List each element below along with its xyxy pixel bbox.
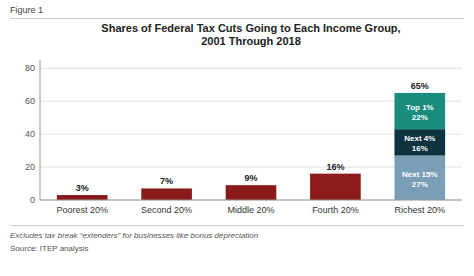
x-tick-label: Second 20% bbox=[141, 205, 192, 215]
segment-label: Next 4%16% bbox=[404, 134, 435, 153]
value-label: 7% bbox=[160, 176, 173, 186]
bar bbox=[226, 185, 277, 200]
x-tick-label: Fourth 20% bbox=[312, 205, 359, 215]
bar bbox=[310, 174, 361, 200]
x-tick-label: Richest 20% bbox=[395, 205, 446, 215]
grid-line bbox=[40, 68, 462, 69]
bar bbox=[141, 188, 192, 200]
title: Shares of Federal Tax Cuts Going to Each… bbox=[101, 22, 400, 47]
bar bbox=[57, 195, 108, 200]
figure-label: Figure 1 bbox=[10, 5, 43, 15]
segment-name: Next 4% bbox=[404, 134, 435, 143]
value-label: 16% bbox=[326, 162, 344, 172]
bars bbox=[57, 93, 445, 200]
bar bbox=[394, 156, 445, 200]
bar bbox=[394, 93, 445, 129]
footnote: Source: ITEP analysis bbox=[10, 244, 89, 253]
value-label: 9% bbox=[244, 173, 257, 183]
title-line: Shares of Federal Tax Cuts Going to Each… bbox=[101, 22, 400, 34]
y-tick-label: 80 bbox=[25, 63, 35, 73]
total-label: 65% bbox=[411, 81, 429, 91]
bar bbox=[394, 129, 445, 155]
y-axis-line bbox=[40, 60, 41, 200]
segment-name: Next 15% bbox=[402, 170, 438, 179]
segment-name: Top 1% bbox=[406, 103, 434, 112]
separator bbox=[10, 225, 464, 226]
x-tick-label: Poorest 20% bbox=[56, 205, 108, 215]
segment-value: 27% bbox=[412, 180, 428, 189]
chart: Figure 1 Shares of Federal Tax Cuts Going… bbox=[0, 0, 474, 276]
segment-label: Next 15%27% bbox=[402, 170, 438, 189]
grid bbox=[40, 68, 462, 200]
x-tick-label: Middle 20% bbox=[227, 205, 274, 215]
segment-label: Top 1%22% bbox=[406, 103, 434, 122]
y-tick-label: 0 bbox=[30, 195, 35, 205]
footnote: Excludes tax break “extenders” for busin… bbox=[10, 231, 259, 240]
separator bbox=[10, 18, 464, 19]
y-tick-label: 40 bbox=[25, 129, 35, 139]
segment-value: 22% bbox=[412, 113, 428, 122]
segment-value: 16% bbox=[412, 144, 428, 153]
grid-line bbox=[40, 200, 462, 201]
labels: 3%7%9%16%Next 15%27%Next 4%16%Top 1%22%6… bbox=[76, 81, 438, 193]
value-label: 3% bbox=[76, 183, 89, 193]
x-axis-line bbox=[40, 200, 462, 201]
y-tick-label: 60 bbox=[25, 96, 35, 106]
title-line: 2001 Through 2018 bbox=[201, 35, 301, 47]
y-tick-label: 20 bbox=[25, 162, 35, 172]
